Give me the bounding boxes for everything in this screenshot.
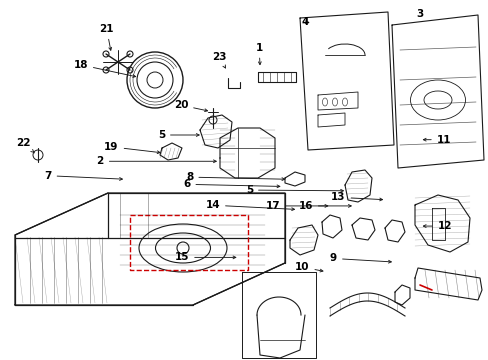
Text: 12: 12: [423, 221, 451, 231]
Text: 6: 6: [183, 179, 279, 189]
Text: 11: 11: [423, 135, 450, 145]
Text: 15: 15: [174, 252, 235, 262]
Text: 20: 20: [173, 100, 207, 112]
Text: 10: 10: [294, 262, 322, 272]
Text: 17: 17: [265, 201, 327, 211]
Text: 23: 23: [211, 52, 226, 68]
Text: 16: 16: [298, 201, 350, 211]
Text: 3: 3: [415, 9, 422, 19]
Text: 19: 19: [104, 142, 160, 154]
Text: 9: 9: [329, 253, 390, 264]
Text: 1: 1: [255, 42, 262, 64]
Text: 18: 18: [73, 60, 135, 77]
Text: 14: 14: [205, 200, 294, 211]
Text: 22: 22: [16, 138, 35, 153]
Text: 8: 8: [186, 172, 284, 182]
Text: 5: 5: [158, 130, 199, 140]
Text: 2: 2: [97, 156, 216, 166]
Text: 5: 5: [245, 185, 343, 195]
Text: 21: 21: [99, 24, 114, 50]
Text: 13: 13: [330, 192, 382, 202]
Text: 7: 7: [44, 171, 122, 181]
Text: 4: 4: [301, 17, 309, 27]
